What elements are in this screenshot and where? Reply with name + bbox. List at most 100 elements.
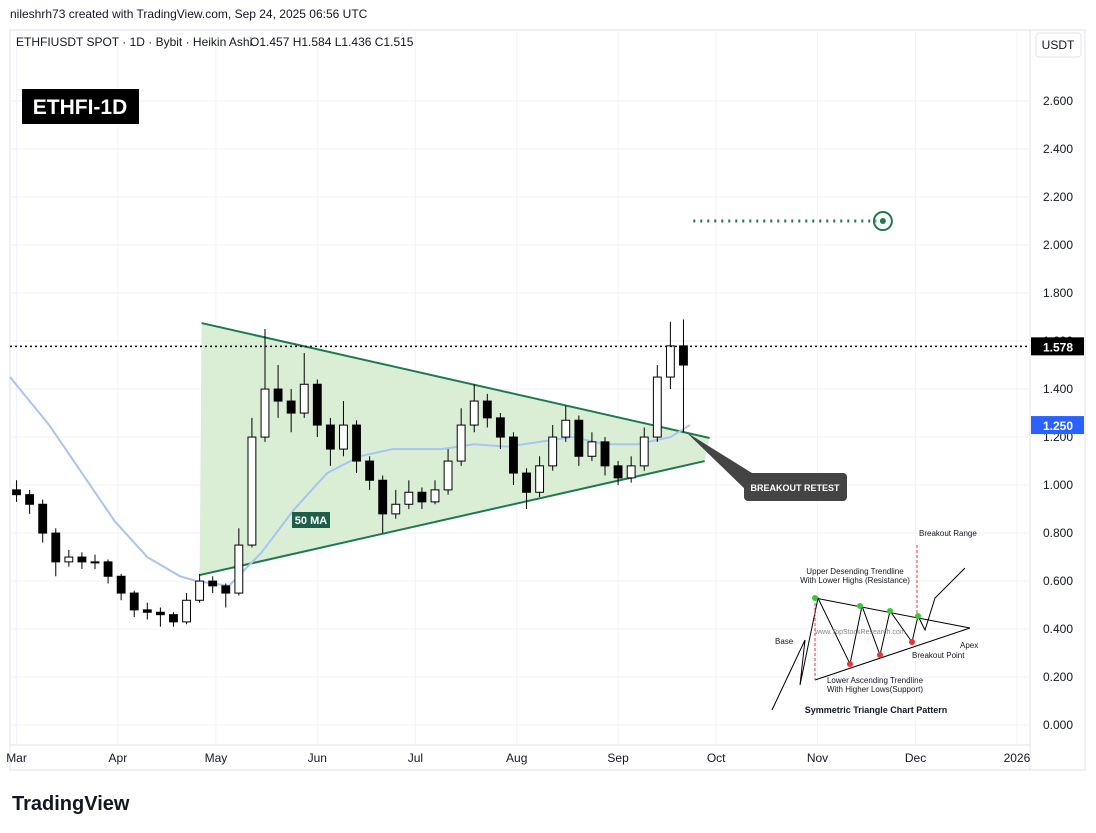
candle-body <box>155 611 165 616</box>
x-tick-label: Oct <box>707 751 726 765</box>
time-axis <box>9 744 1031 771</box>
candle-body <box>142 609 152 613</box>
y-tick-label: 2.400 <box>1043 142 1073 156</box>
candle-body <box>665 345 675 378</box>
candle-body <box>495 417 505 438</box>
candle-body <box>574 419 584 457</box>
plot-frame <box>9 29 1031 746</box>
x-tick-label: Jun <box>308 751 327 765</box>
candle-body <box>587 441 597 457</box>
candle-body <box>221 585 231 594</box>
candle-body <box>378 479 388 515</box>
candle-body <box>391 503 401 515</box>
symbol-line: ETHFIUSDT SPOT · 1D · Bybit · Heikin Ash… <box>16 35 252 49</box>
author-line: nileshrh73 created with TradingView.com,… <box>10 7 368 21</box>
inset-text: Lower Ascending Trendline <box>827 676 924 685</box>
candle-body <box>12 489 21 496</box>
y-tick-label: 0.400 <box>1043 622 1073 636</box>
candle-body <box>456 424 466 462</box>
x-tick-label: Aug <box>506 751 527 765</box>
candle-body <box>103 561 113 577</box>
candle-body <box>509 436 518 474</box>
candle-body <box>260 388 270 438</box>
x-tick-label: Mar <box>6 751 27 765</box>
candle-body <box>234 544 244 594</box>
grid <box>10 30 1030 745</box>
x-tick-label: 2026 <box>1004 751 1031 765</box>
inset-text: Breakout Point <box>912 651 965 660</box>
candle-body <box>469 400 479 426</box>
candle-body <box>312 383 322 426</box>
x-tick-label: Jul <box>408 751 423 765</box>
inset-text: Apex <box>960 641 978 650</box>
y-tick-label: 1.400 <box>1043 382 1073 396</box>
y-tick-label: 2.600 <box>1043 94 1073 108</box>
candle-body <box>25 494 35 505</box>
candle-body <box>64 556 74 563</box>
x-tick-label: Sep <box>607 751 629 765</box>
candle-body <box>443 460 453 491</box>
candle-body <box>639 436 649 467</box>
candle-body <box>38 503 48 534</box>
candle-body <box>679 345 688 366</box>
callout-pointer <box>686 432 760 492</box>
candle-body <box>286 400 296 414</box>
candle-body <box>77 556 87 563</box>
target-ring <box>872 211 893 232</box>
inset-diagram <box>771 545 971 711</box>
candle-body <box>652 376 662 438</box>
candle-body <box>299 383 309 414</box>
candle-body <box>90 561 100 564</box>
badge-box <box>22 89 139 124</box>
inset-text: Upper Desending Trendline <box>806 567 904 576</box>
inset-text: With Lower Highs (Resistance) <box>800 576 910 585</box>
candle-body <box>339 424 348 450</box>
y-tick-label: 2.200 <box>1043 190 1073 204</box>
callout-box <box>744 473 847 501</box>
y-tick-label: 2.000 <box>1043 238 1073 252</box>
candle-body <box>482 400 492 419</box>
ma-value-label: 1.250 <box>1043 419 1073 433</box>
candle-body <box>535 465 545 493</box>
moving-average <box>9 376 691 587</box>
trendline <box>201 322 710 439</box>
x-tick-label: May <box>205 751 228 765</box>
y-tick-label: 0.000 <box>1043 718 1073 732</box>
ma-label: 50 MA <box>295 515 327 527</box>
inset-title: Symmetric Triangle Chart Pattern <box>805 705 948 715</box>
candle-body <box>273 388 283 402</box>
candle-body <box>247 436 257 546</box>
logo: TradingView <box>12 793 130 815</box>
inset-text: Base <box>775 637 794 646</box>
candle-body <box>430 489 440 503</box>
candle-body <box>561 419 571 438</box>
price-label: 1.578 <box>1043 340 1073 354</box>
ohlc-line: O1.457 H1.584 L1.436 C1.515 <box>250 35 414 49</box>
price-axis <box>1029 29 1086 771</box>
candle-body <box>208 580 218 587</box>
badge: ETHFI-1D <box>33 96 128 119</box>
ma-label-box <box>292 512 330 528</box>
candle-body <box>169 614 178 623</box>
candle-body <box>548 436 558 467</box>
candle-body <box>195 580 205 601</box>
inset-texts: Breakout Range Upper Desending Trendline… <box>775 529 978 715</box>
y-tick-label: 0.800 <box>1043 526 1073 540</box>
y-tick-label: 1.000 <box>1043 478 1073 492</box>
x-tick-label: Dec <box>905 751 926 765</box>
currency-box[interactable] <box>1035 32 1082 58</box>
callout-text: BREAKOUT RETEST <box>750 483 840 493</box>
y-tick-label: 1.800 <box>1043 286 1073 300</box>
triangle-fill <box>199 323 710 576</box>
ma-value-box <box>1031 416 1084 435</box>
y-tick-label: 0.200 <box>1043 670 1073 684</box>
candle-body <box>352 424 361 462</box>
inset-text: With Higher Lows(Support) <box>827 685 923 694</box>
price-label-box <box>1031 337 1084 356</box>
trendline <box>199 460 705 577</box>
inset-text: www.TopStockResearch.com <box>814 629 906 636</box>
candle-body <box>417 491 427 503</box>
candle-body <box>613 465 623 479</box>
